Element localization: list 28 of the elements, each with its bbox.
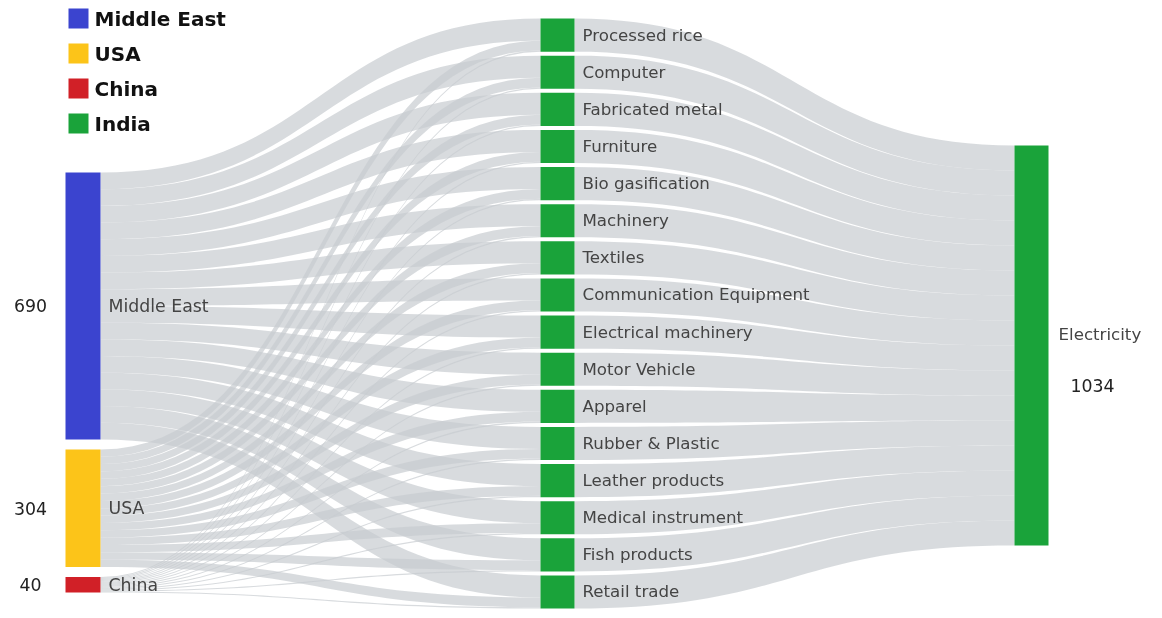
category-label: Processed rice [582,25,703,45]
category-label: Motor Vehicle [582,359,696,379]
category-label: USA [108,498,145,519]
legend-label: USA [94,41,142,66]
data-label: 304 [13,498,48,519]
category-label: Leather products [582,471,725,491]
data-label: 1034 [1070,376,1115,396]
category-label: China [108,574,158,595]
category-label: Apparel [582,396,647,416]
category-label: Furniture [582,136,658,156]
category-label: Medical instrument [582,508,744,528]
category-label: Machinery [582,211,670,231]
category-label: Textiles [581,248,645,268]
category-label: Rubber & Plastic [582,433,720,453]
category-label: Communication Equipment [582,285,810,305]
category-label: Bio gasification [582,174,710,194]
legend-label: Middle East [94,6,227,31]
category-label: Electricity [1058,324,1142,344]
category-label: Computer [582,62,666,82]
category-label: Fish products [582,545,693,565]
category-label: Electrical machinery [582,322,753,342]
data-label: 40 [19,575,42,596]
data-label: 690 [13,296,48,317]
category-label: Retail trade [582,582,680,602]
legend-label: China [94,76,159,101]
category-label: Fabricated metal [582,99,723,119]
legend-label: India [94,111,151,136]
category-label: Middle East [108,295,209,316]
